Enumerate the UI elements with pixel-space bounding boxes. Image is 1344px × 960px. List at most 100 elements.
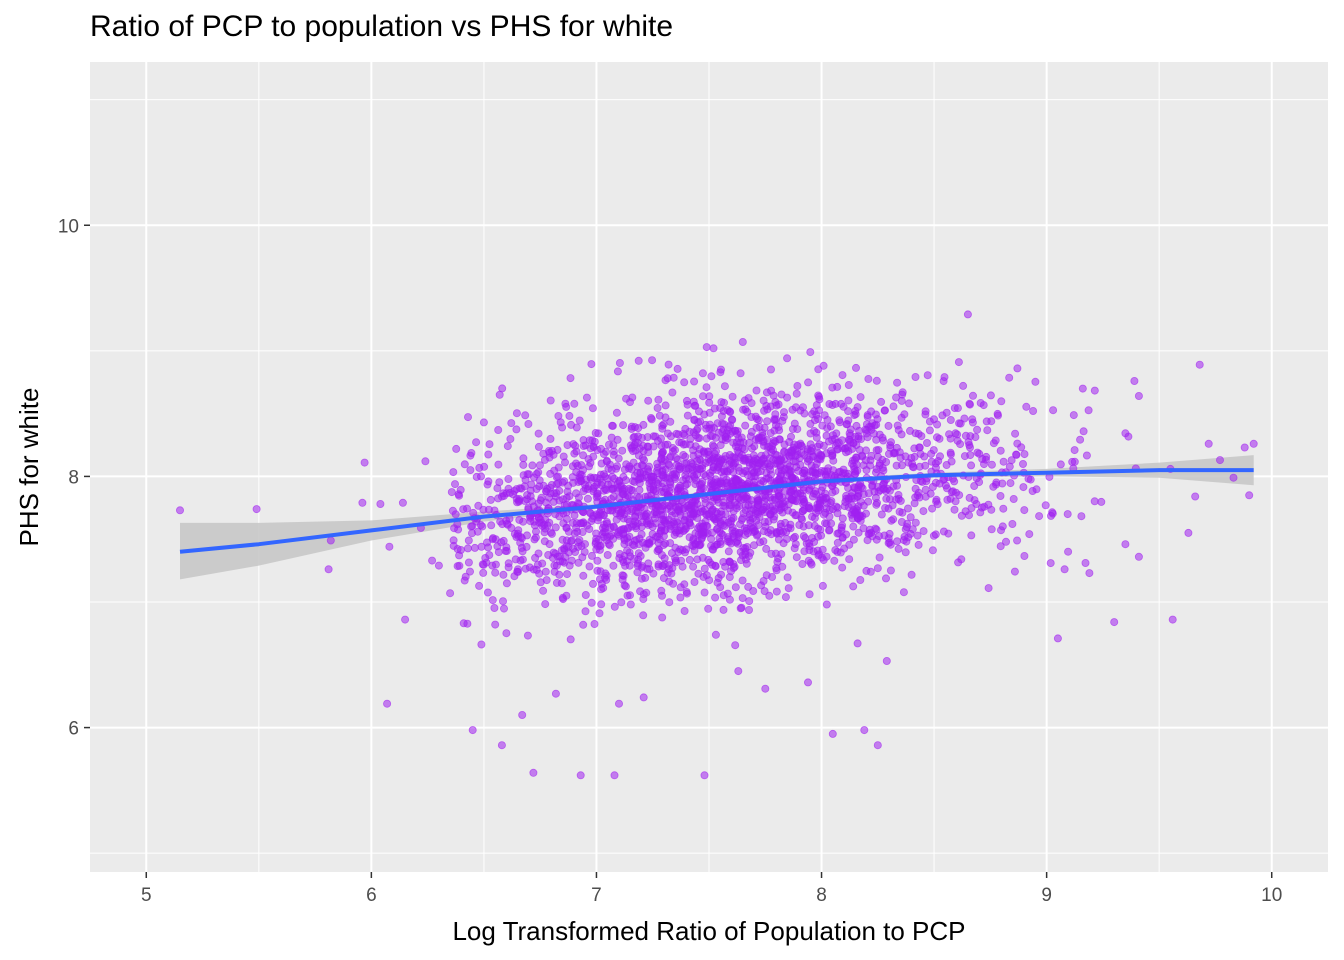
- data-point: [790, 419, 799, 428]
- data-point: [999, 457, 1008, 466]
- data-point: [668, 564, 677, 573]
- data-point: [829, 456, 838, 465]
- data-point: [957, 555, 966, 564]
- data-point: [932, 495, 941, 504]
- data-point: [812, 459, 821, 468]
- data-point: [602, 457, 611, 466]
- data-point: [884, 534, 893, 543]
- data-point: [455, 551, 464, 560]
- data-point: [849, 522, 858, 531]
- data-point: [526, 492, 535, 501]
- data-point: [820, 411, 829, 420]
- data-point: [534, 442, 543, 451]
- data-point: [617, 508, 626, 517]
- data-point: [732, 504, 741, 513]
- data-point: [494, 460, 503, 469]
- data-point: [872, 376, 881, 385]
- data-point: [1076, 435, 1085, 444]
- data-point: [905, 399, 914, 408]
- data-point: [702, 343, 711, 352]
- data-point: [699, 392, 708, 401]
- data-point: [773, 558, 782, 567]
- data-point: [754, 500, 763, 509]
- data-point: [667, 432, 676, 441]
- data-point: [700, 564, 709, 573]
- data-point: [1013, 536, 1022, 545]
- data-point: [1031, 377, 1040, 386]
- data-point: [853, 466, 862, 475]
- data-point: [541, 600, 550, 609]
- data-point: [519, 454, 528, 463]
- data-point: [804, 521, 813, 530]
- data-point: [654, 395, 663, 404]
- data-point: [1063, 510, 1072, 519]
- data-point: [756, 538, 765, 547]
- data-point: [1204, 439, 1213, 448]
- data-point: [707, 372, 716, 381]
- data-point: [601, 528, 610, 537]
- data-point: [993, 409, 1002, 418]
- data-point: [552, 473, 561, 482]
- data-point: [872, 446, 881, 455]
- data-point: [599, 486, 608, 495]
- data-point: [947, 488, 956, 497]
- data-point: [700, 588, 709, 597]
- data-point: [1060, 565, 1069, 574]
- data-point: [451, 510, 460, 519]
- data-point: [720, 382, 729, 391]
- data-point: [434, 561, 443, 570]
- data-point: [661, 401, 670, 410]
- data-point: [982, 417, 991, 426]
- data-point: [705, 398, 714, 407]
- data-point: [783, 393, 792, 402]
- data-point: [936, 452, 945, 461]
- data-point: [577, 461, 586, 470]
- data-point: [502, 543, 511, 552]
- data-point: [738, 594, 747, 603]
- data-point: [898, 388, 907, 397]
- data-point: [1240, 443, 1249, 452]
- data-point: [618, 489, 627, 498]
- data-point: [751, 412, 760, 421]
- data-point: [784, 506, 793, 515]
- data-point: [915, 443, 924, 452]
- data-point: [812, 401, 821, 410]
- data-point: [737, 515, 746, 524]
- data-point: [723, 406, 732, 415]
- data-point: [401, 615, 410, 624]
- data-point: [1134, 552, 1143, 561]
- data-point: [893, 378, 902, 387]
- data-point: [1130, 376, 1139, 385]
- data-point: [599, 470, 608, 479]
- data-point: [324, 565, 333, 574]
- data-point: [1019, 459, 1028, 468]
- data-point: [453, 545, 462, 554]
- data-point: [634, 356, 643, 365]
- data-point: [862, 566, 871, 575]
- data-point: [763, 417, 772, 426]
- data-point: [653, 459, 662, 468]
- data-point: [828, 729, 837, 738]
- data-point: [708, 454, 717, 463]
- data-point: [946, 450, 955, 459]
- data-point: [556, 418, 565, 427]
- data-point: [822, 600, 831, 609]
- data-point: [759, 396, 768, 405]
- data-point: [585, 462, 594, 471]
- data-point: [479, 418, 488, 427]
- data-point: [853, 639, 862, 648]
- data-point: [552, 578, 561, 587]
- data-point: [582, 393, 591, 402]
- data-point: [716, 517, 725, 526]
- data-point: [951, 497, 960, 506]
- y-axis: 6 8 10: [58, 216, 90, 740]
- data-point: [815, 440, 824, 449]
- data-point: [849, 506, 858, 515]
- data-point: [784, 584, 793, 593]
- data-point: [768, 573, 777, 582]
- data-point: [719, 472, 728, 481]
- data-point: [807, 560, 816, 569]
- data-point: [815, 550, 824, 559]
- data-point: [811, 487, 820, 496]
- data-point: [447, 488, 456, 497]
